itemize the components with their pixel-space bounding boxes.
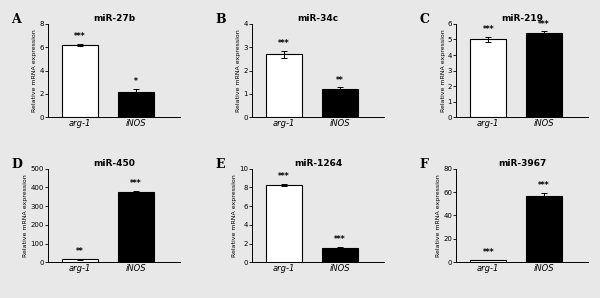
- Bar: [62, 45, 98, 117]
- Text: B: B: [215, 13, 226, 26]
- Y-axis label: Relative mRNA expression: Relative mRNA expression: [23, 174, 28, 257]
- Text: ***: ***: [482, 25, 494, 34]
- Text: ***: ***: [278, 39, 290, 48]
- Bar: [118, 192, 154, 262]
- Text: ***: ***: [74, 32, 86, 41]
- Text: ***: ***: [538, 19, 550, 29]
- Text: ***: ***: [130, 179, 142, 188]
- Bar: [470, 39, 506, 117]
- Y-axis label: Relative mRNA expression: Relative mRNA expression: [440, 29, 446, 112]
- Text: ***: ***: [482, 248, 494, 257]
- Y-axis label: Relative mRNA expression: Relative mRNA expression: [232, 174, 237, 257]
- Text: **: **: [76, 247, 84, 256]
- Title: miR-3967: miR-3967: [498, 159, 547, 168]
- Text: ***: ***: [538, 181, 550, 190]
- Text: ***: ***: [278, 172, 290, 181]
- Text: D: D: [11, 158, 22, 170]
- Bar: [322, 89, 358, 117]
- Bar: [62, 260, 98, 262]
- Bar: [322, 248, 358, 262]
- Title: miR-219: miR-219: [501, 14, 543, 23]
- Bar: [266, 185, 302, 262]
- Text: A: A: [11, 13, 21, 26]
- Bar: [266, 54, 302, 117]
- Text: ***: ***: [334, 235, 346, 244]
- Bar: [526, 195, 562, 262]
- Text: E: E: [215, 158, 225, 170]
- Y-axis label: Relative mRNA expression: Relative mRNA expression: [436, 174, 441, 257]
- Text: *: *: [134, 77, 138, 86]
- Title: miR-1264: miR-1264: [294, 159, 342, 168]
- Text: F: F: [419, 158, 428, 170]
- Y-axis label: Relative mRNA expression: Relative mRNA expression: [236, 29, 241, 112]
- Bar: [526, 33, 562, 117]
- Y-axis label: Relative mRNA expression: Relative mRNA expression: [32, 29, 37, 112]
- Text: C: C: [419, 13, 430, 26]
- Title: miR-450: miR-450: [93, 159, 135, 168]
- Title: miR-27b: miR-27b: [93, 14, 135, 23]
- Title: miR-34c: miR-34c: [298, 14, 338, 23]
- Bar: [470, 260, 506, 262]
- Bar: [118, 91, 154, 117]
- Text: **: **: [336, 76, 344, 85]
